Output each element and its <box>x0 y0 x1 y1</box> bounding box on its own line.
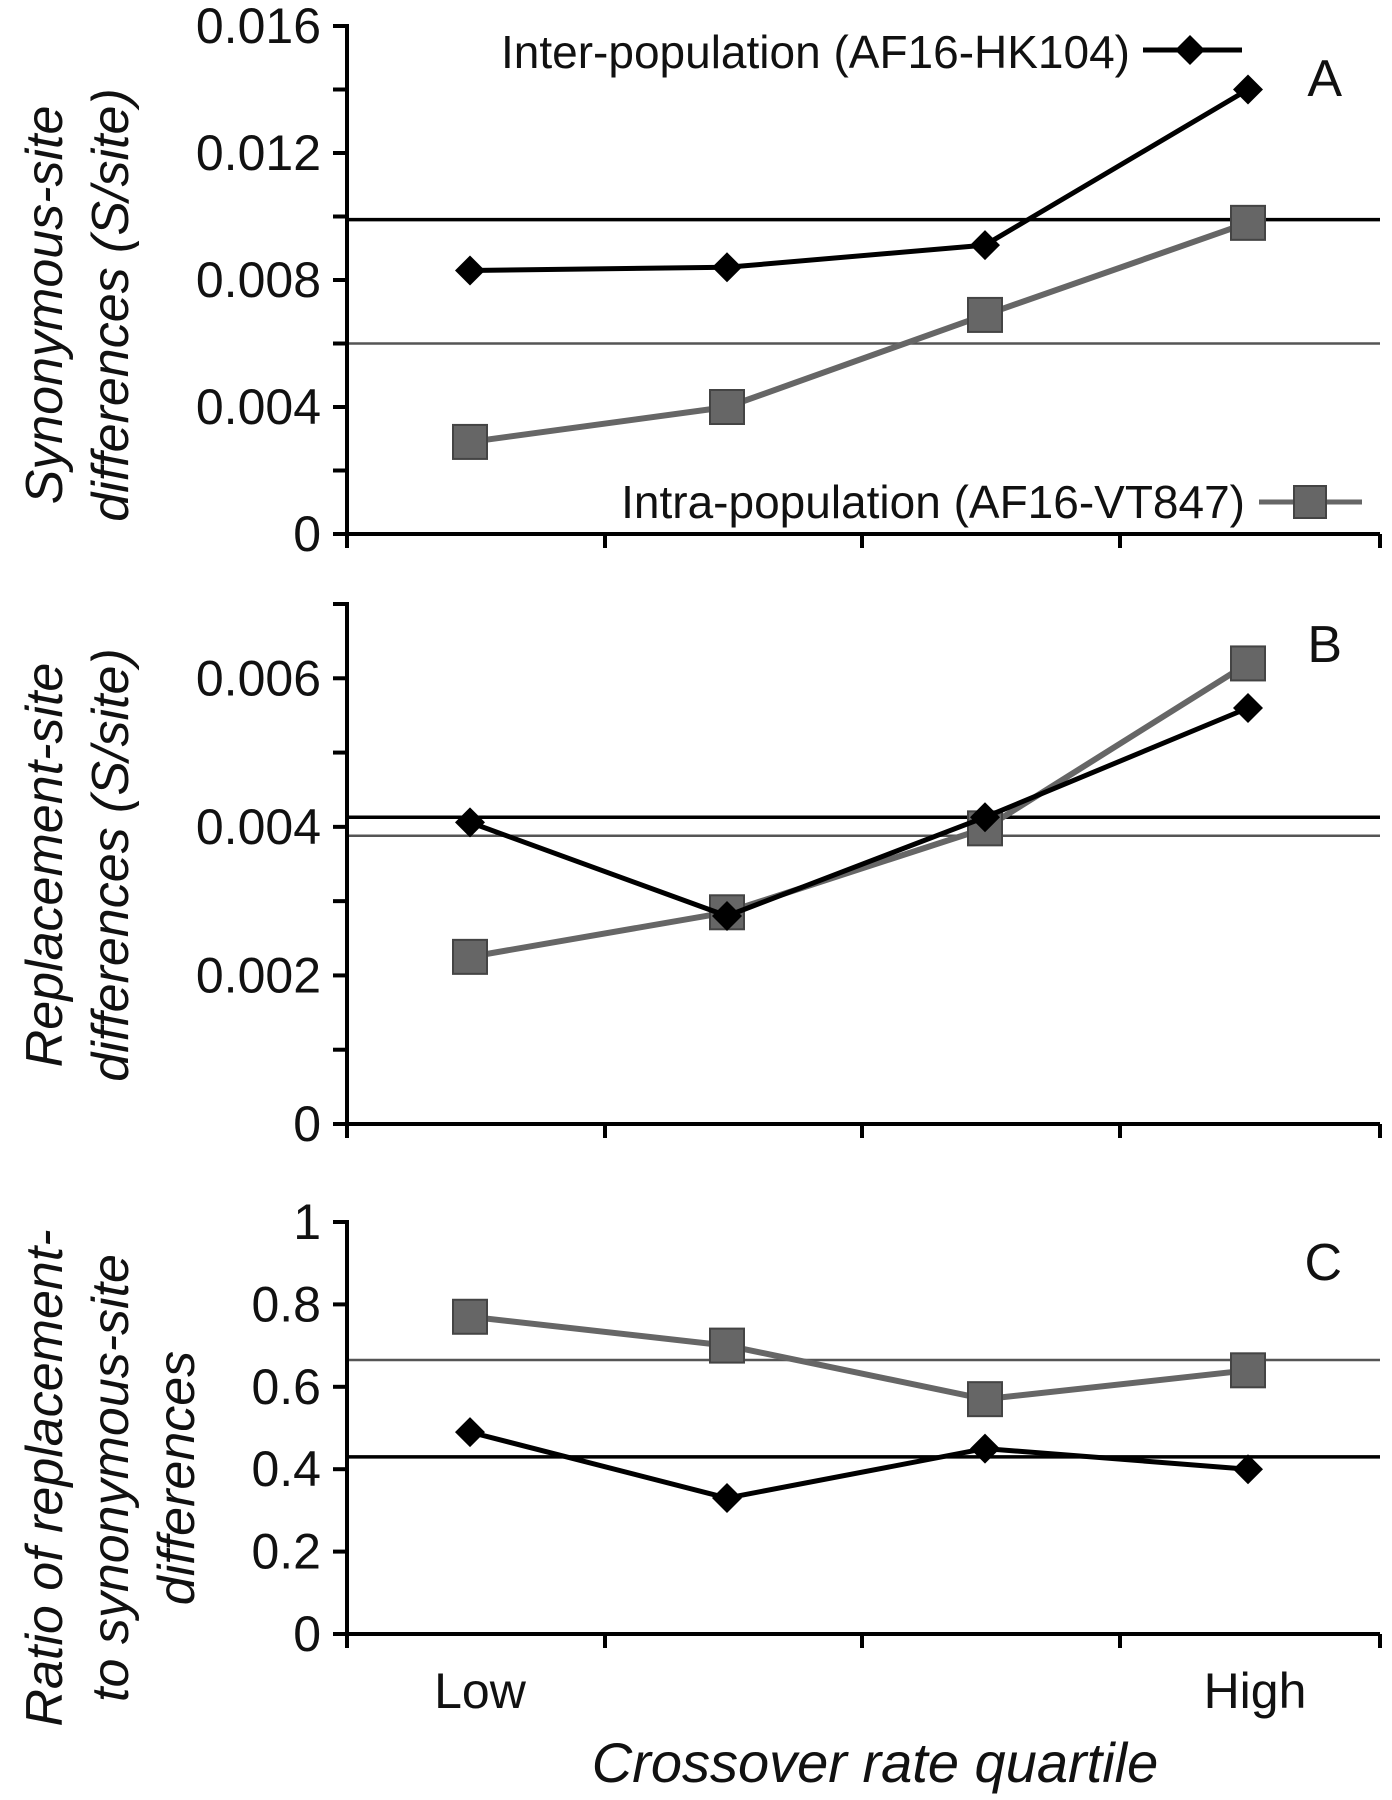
panel-c-ylabel-line2: to synonymous-site <box>82 1254 140 1702</box>
panel-c-y-tick-label: 0.6 <box>251 1359 321 1415</box>
panel-a-point-intra <box>1230 204 1266 241</box>
panel-c-y-tick-label: 0 <box>293 1606 321 1662</box>
panel-b-point-intra <box>1230 645 1266 682</box>
panel-c-ylabel-line3: differences <box>148 1351 206 1605</box>
panel-b-ylabel-line2: differences (S/site) <box>82 648 140 1082</box>
panel-a-point-inter <box>455 255 485 286</box>
panel-b-line-inter <box>469 705 1249 919</box>
panel-c-line-intra <box>469 1313 1249 1403</box>
panel-a: Synonymous-site differences (S/site) A 0… <box>16 0 1382 562</box>
panel-a-y-tick-label: 0 <box>293 506 321 562</box>
legend-intra: Intra-population (AF16-VT847) <box>621 476 1362 528</box>
panel-a-line-intra <box>469 220 1249 445</box>
panel-a-point-intra <box>709 389 745 425</box>
panel-b-point-intra <box>452 938 488 975</box>
panel-b-letter: B <box>1307 616 1342 674</box>
panel-c-point-intra <box>967 1381 1003 1418</box>
x-category-low: Low <box>434 1663 527 1719</box>
panel-a-y-tick-label: 0.008 <box>196 252 321 308</box>
panel-a-plot: 0 0.004 0.008 0.012 0.016 <box>196 0 1382 562</box>
panel-c-y-tick-label: 0.2 <box>251 1524 321 1580</box>
legend-inter: Inter-population (AF16-HK104) <box>501 26 1242 78</box>
panel-a-y-tick-label: 0.004 <box>196 379 321 435</box>
panel-b-point-inter <box>1233 693 1263 723</box>
panel-a-y-tick-label: 0.012 <box>196 125 321 181</box>
legend-intra-marker <box>1293 485 1327 519</box>
panel-c-point-inter <box>970 1433 1000 1464</box>
panel-c-plot: 0 0.2 0.4 0.6 0.8 1 <box>251 1194 1382 1662</box>
panel-b-point-inter <box>970 802 1000 833</box>
x-category-high: High <box>1204 1663 1307 1719</box>
panel-b-plot: 0 0.002 0.004 0.006 <box>196 602 1382 1152</box>
panel-c-point-inter <box>455 1417 485 1448</box>
panel-c: Ratio of replacement- to synonymous-site… <box>16 1194 1382 1794</box>
panel-b-point-inter <box>455 807 485 838</box>
panel-a-point-intra <box>452 423 488 460</box>
panel-a-point-inter <box>970 230 1000 261</box>
panel-b-y-tick-label: 0.006 <box>196 650 321 706</box>
x-axis-title: Crossover rate quartile <box>592 1731 1158 1794</box>
panel-c-point-intra <box>709 1327 745 1364</box>
panel-c-letter: C <box>1304 1234 1342 1292</box>
panel-b-y-tick-label: 0.004 <box>196 799 321 855</box>
legend-inter-label: Inter-population (AF16-HK104) <box>501 26 1130 78</box>
panel-b: Replacement-site differences (S/site) B … <box>16 602 1382 1152</box>
panel-b-point-inter <box>712 901 742 931</box>
panel-c-point-inter <box>1233 1454 1263 1485</box>
panel-b-line-intra <box>469 660 1250 960</box>
panel-c-y-tick-label: 0.4 <box>251 1441 321 1497</box>
panel-c-y-tick-label: 1 <box>293 1194 321 1250</box>
legend-inter-marker <box>1175 35 1205 65</box>
panel-c-point-inter <box>712 1483 742 1514</box>
panel-a-point-inter <box>1233 74 1263 105</box>
panel-c-point-intra <box>452 1298 488 1335</box>
panel-a-ylabel-line1: Synonymous-site <box>16 106 74 505</box>
panel-b-ylabel-line1: Replacement-site <box>16 663 74 1068</box>
panel-a-point-intra <box>967 296 1003 333</box>
panel-a-point-inter <box>712 252 742 283</box>
panel-a-ylabel-line2: differences (S/site) <box>82 88 140 522</box>
panel-c-y-tick-label: 0.8 <box>251 1276 321 1332</box>
panel-c-ylabel-line1: Ratio of replacement- <box>16 1229 74 1726</box>
panel-c-point-intra <box>1230 1352 1266 1389</box>
panel-a-y-tick-label: 0.016 <box>196 0 321 54</box>
legend-intra-label: Intra-population (AF16-VT847) <box>621 476 1245 528</box>
panel-a-line-inter <box>469 87 1250 273</box>
panel-b-y-tick-label: 0 <box>293 1096 321 1152</box>
panel-c-line-inter <box>469 1429 1249 1501</box>
panel-b-y-tick-label: 0.002 <box>196 947 321 1003</box>
panel-a-letter: A <box>1307 50 1342 108</box>
